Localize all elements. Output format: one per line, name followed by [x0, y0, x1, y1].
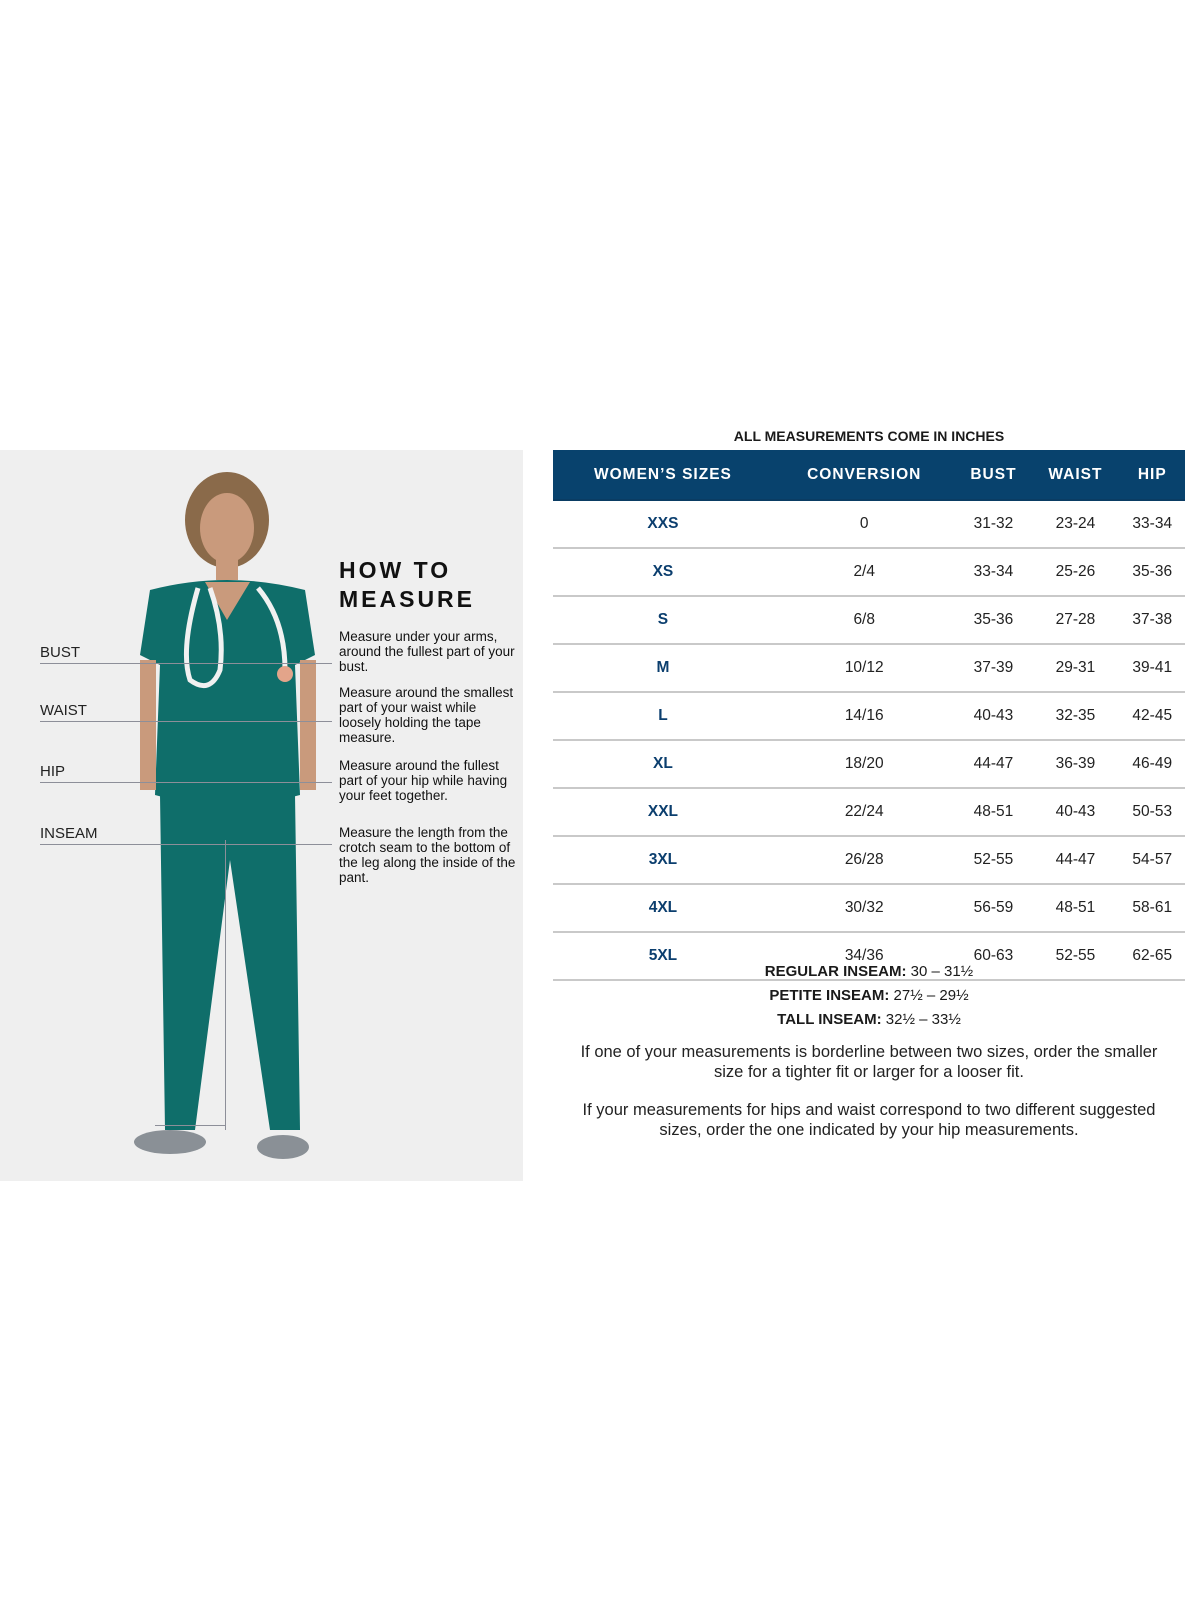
- hip-waist-note: If your measurements for hips and waist …: [582, 1101, 1156, 1139]
- size-chart-table: WOMEN’S SIZES CONVERSION BUST WAIST HIP …: [553, 450, 1185, 981]
- table-row: 5XL 34/36 60-63 52-55 62-65: [553, 932, 1185, 981]
- hip-cell: 39-41: [1119, 644, 1185, 693]
- inseam-label: PETITE INSEAM:: [769, 987, 890, 1004]
- inseam-label: REGULAR INSEAM:: [764, 963, 907, 980]
- conversion-cell: 34/36: [772, 932, 956, 981]
- bust-cell: 56-59: [955, 884, 1032, 933]
- bust-cell: 35-36: [955, 596, 1032, 645]
- hip-label: HIP: [40, 763, 66, 780]
- conversion-cell: 14/16: [772, 692, 956, 741]
- hip-cell: 46-49: [1119, 740, 1185, 789]
- waist-cell: 48-51: [1031, 884, 1120, 933]
- waist-cell: 32-35: [1031, 692, 1120, 741]
- size-cell: 4XL: [553, 884, 773, 933]
- hip-cell: 54-57: [1119, 836, 1185, 885]
- bust-cell: 33-34: [955, 548, 1032, 597]
- conversion-cell: 18/20: [772, 740, 956, 789]
- column-header: BUST: [955, 450, 1032, 501]
- bust-cell: 37-39: [955, 644, 1032, 693]
- table-row: 3XL 26/28 52-55 44-47 54-57: [553, 836, 1185, 885]
- size-cell: XS: [553, 548, 773, 597]
- inseam-petite: PETITE INSEAM: 27½ – 29½: [553, 984, 1185, 1008]
- waist-description: Measure around the smallest part of your…: [339, 685, 514, 745]
- hip-cell: 58-61: [1119, 884, 1185, 933]
- inseam-tall: TALL INSEAM: 32½ – 33½: [553, 1008, 1185, 1032]
- bust-cell: 60-63: [955, 932, 1032, 981]
- conversion-cell: 30/32: [772, 884, 956, 933]
- conversion-cell: 10/12: [772, 644, 956, 693]
- bust-description: Measure under your arms, around the full…: [339, 629, 515, 674]
- inseam-description: Measure the length from the crotch seam …: [339, 825, 516, 885]
- waist-cell: 27-28: [1031, 596, 1120, 645]
- conversion-cell: 2/4: [772, 548, 956, 597]
- bust-cell: 52-55: [955, 836, 1032, 885]
- inseam-label: INSEAM: [40, 825, 98, 842]
- bust-cell: 48-51: [955, 788, 1032, 837]
- conversion-cell: 0: [772, 500, 956, 549]
- conversion-cell: 6/8: [772, 596, 956, 645]
- bust-cell: 40-43: [955, 692, 1032, 741]
- table-row: L 14/16 40-43 32-35 42-45: [553, 692, 1185, 741]
- table-row: XXS 0 31-32 23-24 33-34: [553, 500, 1185, 549]
- hip-cell: 42-45: [1119, 692, 1185, 741]
- size-cell: M: [553, 644, 773, 693]
- hip-cell: 50-53: [1119, 788, 1185, 837]
- table-row: XXL 22/24 48-51 40-43 50-53: [553, 788, 1185, 837]
- column-header: WOMEN’S SIZES: [553, 450, 773, 501]
- waist-cell: 44-47: [1031, 836, 1120, 885]
- conversion-cell: 22/24: [772, 788, 956, 837]
- bust-cell: 44-47: [955, 740, 1032, 789]
- column-header: HIP: [1119, 450, 1185, 501]
- chart-title: ALL MEASUREMENTS COME IN INCHES: [733, 428, 1005, 444]
- bust-label: BUST: [40, 644, 81, 661]
- hip-description: Measure around the fullest part of your …: [339, 758, 508, 803]
- bust-line: [40, 663, 332, 664]
- size-cell: XL: [553, 740, 773, 789]
- column-header: CONVERSION: [772, 450, 956, 501]
- inseam-value: 32½ – 33½: [885, 1011, 961, 1028]
- how-to-measure-panel: BUST WAIST HIP INSEAM HOW TO MEASURE Mea…: [0, 450, 523, 1181]
- table-row: M 10/12 37-39 29-31 39-41: [553, 644, 1185, 693]
- waist-cell: 29-31: [1031, 644, 1120, 693]
- borderline-note: If one of your measurements is borderlin…: [580, 1043, 1158, 1081]
- size-cell: 3XL: [553, 836, 773, 885]
- table-row: S 6/8 35-36 27-28 37-38: [553, 596, 1185, 645]
- model-figure-image: [134, 472, 316, 1159]
- waist-label: WAIST: [40, 702, 87, 719]
- inseam-bottom-line: [155, 1125, 225, 1126]
- waist-cell: 25-26: [1031, 548, 1120, 597]
- size-cell: XXL: [553, 788, 773, 837]
- table-header-row: WOMEN’S SIZES CONVERSION BUST WAIST HIP: [553, 450, 1185, 501]
- hip-line: [40, 782, 332, 783]
- table-row: XS 2/4 33-34 25-26 35-36: [553, 548, 1185, 597]
- table-row: XL 18/20 44-47 36-39 46-49: [553, 740, 1185, 789]
- inseam-line: [40, 844, 332, 845]
- inseam-label: TALL INSEAM:: [777, 1011, 882, 1028]
- inseam-regular: REGULAR INSEAM: 30 – 31½: [553, 960, 1185, 984]
- hip-cell: 33-34: [1119, 500, 1185, 549]
- size-cell: 5XL: [553, 932, 773, 981]
- hip-cell: 62-65: [1119, 932, 1185, 981]
- waist-cell: 23-24: [1031, 500, 1120, 549]
- size-cell: S: [553, 596, 773, 645]
- inseam-value: 27½ – 29½: [893, 987, 969, 1004]
- how-to-measure-heading: HOW TO MEASURE: [339, 557, 476, 612]
- waist-cell: 36-39: [1031, 740, 1120, 789]
- conversion-cell: 26/28: [772, 836, 956, 885]
- bust-cell: 31-32: [955, 500, 1032, 549]
- table-row: 4XL 30/32 56-59 48-51 58-61: [553, 884, 1185, 933]
- size-cell: L: [553, 692, 773, 741]
- inseam-value: 30 – 31½: [910, 963, 974, 980]
- waist-cell: 40-43: [1031, 788, 1120, 837]
- waist-line: [40, 721, 332, 722]
- waist-cell: 52-55: [1031, 932, 1120, 981]
- size-cell: XXS: [553, 500, 773, 549]
- column-header: WAIST: [1031, 450, 1120, 501]
- hip-cell: 37-38: [1119, 596, 1185, 645]
- inseam-vertical-line: [225, 840, 226, 1130]
- hip-cell: 35-36: [1119, 548, 1185, 597]
